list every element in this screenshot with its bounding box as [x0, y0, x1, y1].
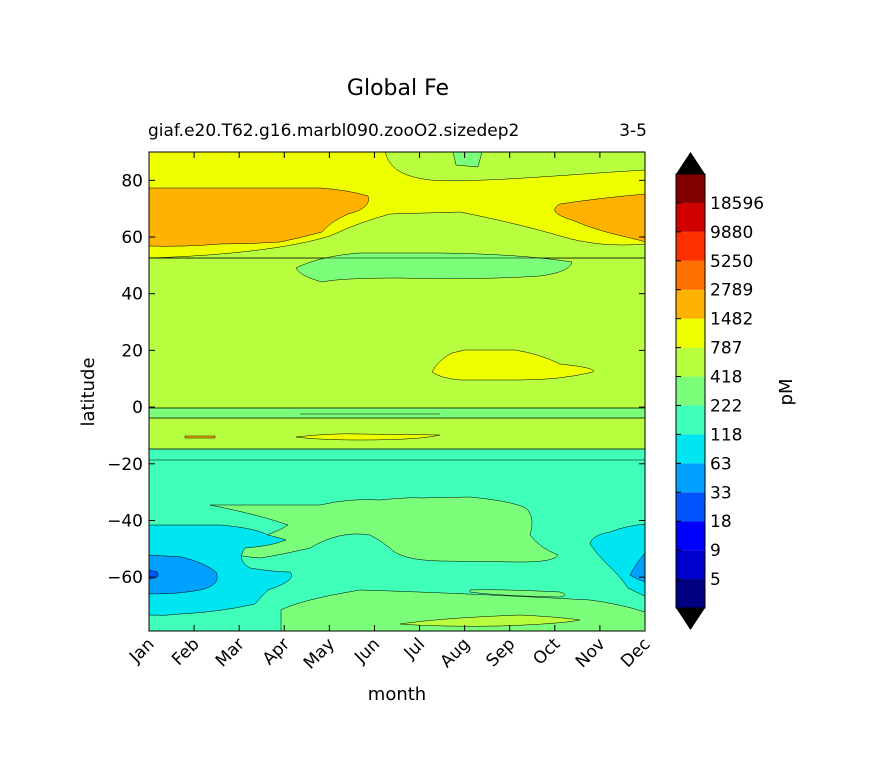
region-so-late-63-118	[589, 523, 645, 597]
chart-title: Global Fe	[346, 76, 450, 101]
region-sh-far-south-418	[399, 614, 581, 627]
colorbar-segment	[676, 260, 705, 290]
colorbar-tick-label: 63	[710, 454, 732, 474]
region-so-63-118	[149, 524, 292, 616]
colorbar-tick-label: 5250	[710, 252, 753, 272]
contour-regions	[149, 152, 645, 631]
colorbar-tick-label: 18596	[710, 194, 764, 214]
region-arctic-418-787	[384, 152, 645, 181]
colorbar-extend-max	[676, 152, 705, 174]
colorbar-segment	[676, 434, 705, 464]
region-eq-787-1482	[295, 433, 441, 441]
colorbar-tick-label: 418	[710, 368, 742, 388]
x-tick-label: Aug	[437, 634, 475, 672]
colorbar-segment	[676, 289, 705, 319]
colorbar-segment	[676, 463, 705, 493]
y-tick-label: 60	[121, 228, 143, 248]
y-tick-label: −60	[107, 568, 143, 588]
colorbar-extend-min	[676, 608, 705, 630]
colorbar-tick-label: 1482	[710, 310, 753, 330]
y-tick-label: 20	[121, 341, 143, 361]
region-eq-1482	[184, 435, 216, 439]
colorbar-tick-label: 787	[710, 339, 742, 359]
colorbar-frame	[675, 173, 706, 609]
colorbar-segment	[676, 347, 705, 377]
chart-period: 3-5	[619, 121, 647, 141]
colorbar-segment	[676, 376, 705, 406]
colorbar-tick-label: 9880	[710, 223, 753, 243]
chart-subtitle: giaf.e20.T62.g16.marbl090.zooO2.sizedep2	[148, 121, 520, 141]
region-nh-late-1482-2789	[554, 193, 645, 243]
x-tick-label: Nov	[572, 634, 610, 672]
colorbar-tick-label: 222	[710, 396, 742, 416]
colorbar-tick-label: 9	[710, 541, 721, 561]
x-tick-label: Mar	[212, 634, 249, 671]
x-tick-label: Feb	[168, 634, 203, 669]
colorbar-tick-label: 18	[710, 512, 732, 532]
colorbar-tick-label: 118	[710, 425, 742, 445]
colorbar-tick-label: 5	[710, 570, 721, 590]
region-subtropic-787-1482	[431, 349, 594, 381]
x-axis-label: month	[368, 684, 426, 705]
y-axis-label: latitude	[78, 357, 99, 426]
colorbar-tick-label: 2789	[710, 281, 753, 301]
colorbar-segment	[676, 174, 705, 203]
region-nh-winter-1482-2789	[149, 187, 369, 247]
x-tick-label: Jun	[350, 634, 384, 668]
colorbar-segment	[676, 521, 705, 551]
band-equator-222-418	[149, 407, 645, 419]
x-tick-label: Apr	[259, 634, 294, 669]
region-midlat-418-787	[149, 211, 645, 259]
region-arctic-222-418	[452, 152, 483, 168]
y-tick-label: 80	[121, 171, 143, 191]
colorbar-segment	[676, 492, 705, 522]
colorbar-segment	[676, 202, 705, 232]
colorbar-segment	[676, 550, 705, 580]
y-tick-label: −40	[107, 511, 143, 531]
y-tick-label: 40	[121, 285, 143, 305]
colorbar-segment	[676, 579, 705, 608]
region-so-33-63	[149, 554, 218, 595]
colorbar-tick-label: 33	[710, 483, 732, 503]
x-tick-label: Jul	[400, 634, 429, 663]
region-sh-south2-222-418	[469, 589, 566, 598]
x-tick-label: Sep	[482, 634, 519, 671]
y-tick-label: −20	[107, 455, 143, 475]
colorbar-segment	[676, 405, 705, 435]
y-tick-label: 0	[132, 398, 143, 418]
contour-lines	[149, 257, 645, 461]
x-tick-label: May	[300, 634, 339, 673]
x-tick-label: Dec	[617, 634, 654, 671]
x-tick-label: Jan	[125, 634, 158, 667]
colorbar: 5 9 18 33 63 118 222 418 787 1482 2789 5250 9880 1859…	[675, 152, 764, 630]
y-axis-ticks: 80 60 40 20 0 −20 −40 −60	[107, 171, 645, 588]
region-midlat-222-418	[295, 252, 573, 283]
colorbar-label: pM	[776, 379, 797, 406]
colorbar-segment	[676, 318, 705, 348]
x-tick-label: Oct	[529, 634, 564, 669]
colorbar-segment	[676, 231, 705, 261]
region-so-late-33-63	[629, 552, 645, 583]
plot-frame	[148, 151, 646, 632]
